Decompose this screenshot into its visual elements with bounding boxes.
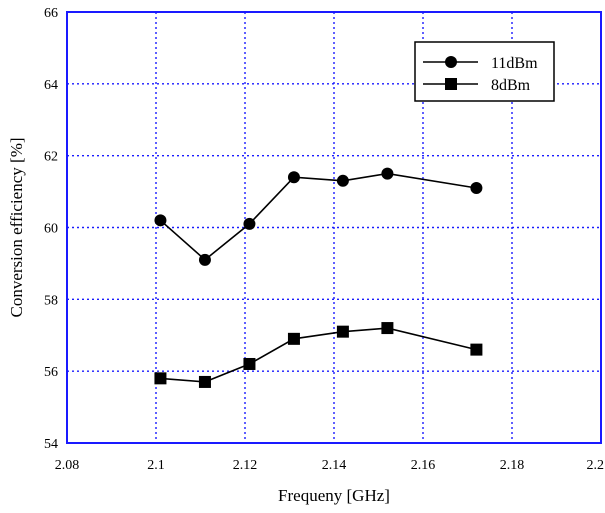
x-tick-label: 2.14 — [322, 458, 347, 473]
legend-label: 11dBm — [491, 55, 538, 72]
y-tick-labels: 54 56 58 60 62 64 66 — [44, 6, 58, 452]
data-point — [287, 171, 300, 184]
x-tick-label: 2.12 — [233, 458, 258, 473]
legend-label: 8dBm — [491, 77, 531, 94]
x-tick-label: 2.1 — [147, 458, 165, 473]
data-point — [198, 375, 211, 388]
x-tick-label: 2.18 — [500, 458, 525, 473]
data-point — [198, 253, 211, 266]
x-axis-title: Frequeny [GHz] — [278, 486, 390, 505]
x-tick-label: 2.16 — [411, 458, 436, 473]
data-point — [243, 357, 256, 370]
data-point — [381, 322, 394, 335]
y-tick-label: 66 — [44, 6, 58, 21]
x-tick-label: 2.08 — [55, 458, 80, 473]
legend-item: 8dBm — [423, 77, 531, 94]
data-point — [154, 214, 167, 227]
legend-marker — [445, 78, 457, 90]
data-point — [154, 372, 167, 385]
data-point — [287, 332, 300, 345]
y-axis-title: Conversion efficiency [%] — [7, 137, 26, 317]
data-point — [336, 325, 349, 338]
legend-item: 11dBm — [423, 55, 538, 72]
data-point — [470, 181, 483, 194]
legend: 11dBm 8dBm — [414, 41, 555, 102]
y-tick-label: 58 — [44, 293, 58, 308]
series-11dBm — [154, 167, 483, 266]
x-tick-label: 2.2 — [587, 458, 605, 473]
y-tick-label: 62 — [44, 150, 58, 165]
series-8dBm — [154, 322, 483, 388]
legend-marker — [445, 56, 457, 68]
legend-box — [414, 41, 555, 102]
y-tick-label: 56 — [44, 365, 58, 380]
series-line — [159, 172, 477, 261]
data-point — [381, 167, 394, 180]
y-tick-label: 54 — [44, 437, 58, 452]
data-point — [336, 174, 349, 187]
series-line — [160, 327, 477, 383]
series-layer — [154, 167, 483, 388]
plot-frame — [66, 11, 602, 444]
y-tick-label: 60 — [44, 222, 58, 237]
x-tick-labels: 2.08 2.1 2.12 2.14 2.16 2.18 2.2 — [55, 458, 604, 473]
y-tick-label: 64 — [44, 78, 58, 93]
data-point — [243, 217, 256, 230]
data-point — [470, 343, 483, 356]
